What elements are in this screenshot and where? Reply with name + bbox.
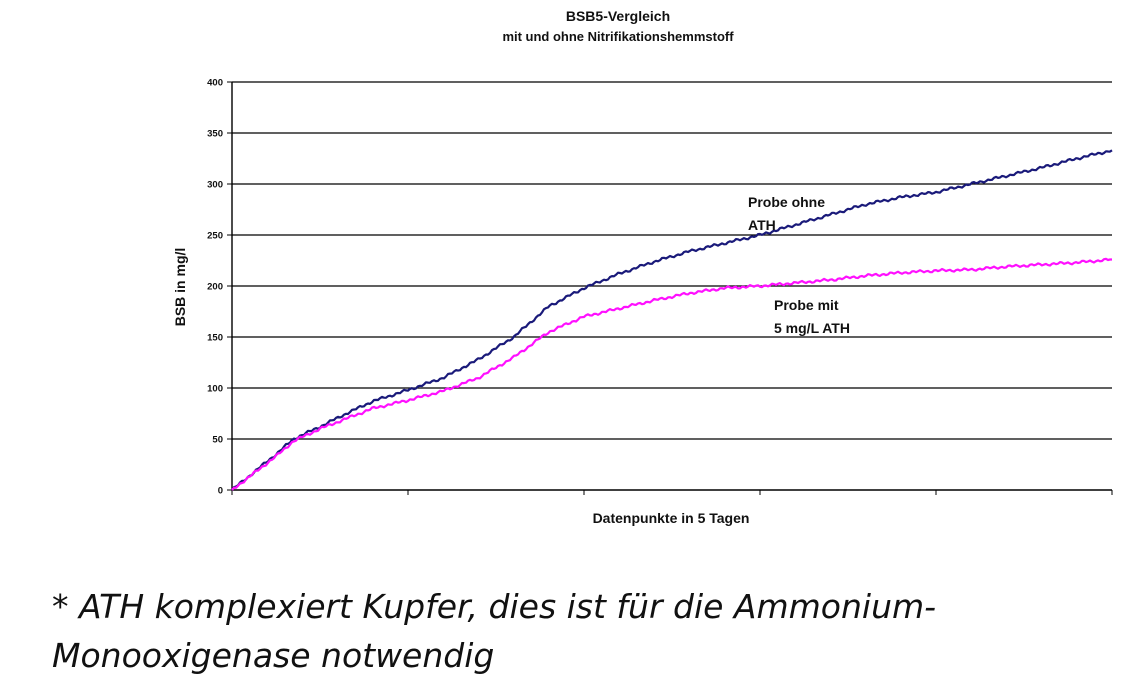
y-tick-label: 300: [207, 180, 223, 191]
series-lines: [231, 149, 1113, 491]
footnote-line-2: Monooxigenase notwendig: [52, 636, 495, 675]
y-tick-label: 0: [218, 486, 223, 497]
annotation-label: Probe ohne: [748, 194, 825, 210]
y-tick-label: 250: [207, 231, 223, 242]
chart-title: BSB5-Vergleich: [566, 8, 670, 24]
line-annotations: Probe ohne ATH Probe mit 5 mg/L ATH: [748, 194, 850, 336]
y-tick-label: 350: [207, 129, 223, 140]
bsb5-chart: BSB5-Vergleich mit und ohne Nitrifikatio…: [172, 8, 1113, 526]
y-tick-label: 100: [207, 384, 223, 395]
axes: 0 50 100 150 200 250 300 350 400: [207, 78, 1113, 497]
annotation-label: Probe mit: [774, 297, 839, 313]
series-line-2: [231, 257, 1112, 491]
gridlines: [232, 81, 1112, 440]
y-tick-label: 150: [207, 333, 223, 344]
annotation-label: ATH: [748, 217, 776, 233]
x-axis-label: Datenpunkte in 5 Tagen: [593, 510, 750, 526]
y-tick-label: 50: [212, 435, 223, 446]
y-tick-label: 200: [207, 282, 223, 293]
y-axis-label: BSB in mg/l: [172, 248, 188, 327]
footnote-line-1: * ATH komplexiert Kupfer, dies ist für d…: [52, 587, 937, 626]
series-line-1: [231, 149, 1113, 491]
y-tick-label: 400: [207, 78, 223, 89]
annotation-label: 5 mg/L ATH: [774, 320, 850, 336]
chart-subtitle: mit und ohne Nitrifikationshemmstoff: [502, 29, 734, 44]
footnote: * ATH komplexiert Kupfer, dies ist für d…: [52, 582, 1112, 680]
